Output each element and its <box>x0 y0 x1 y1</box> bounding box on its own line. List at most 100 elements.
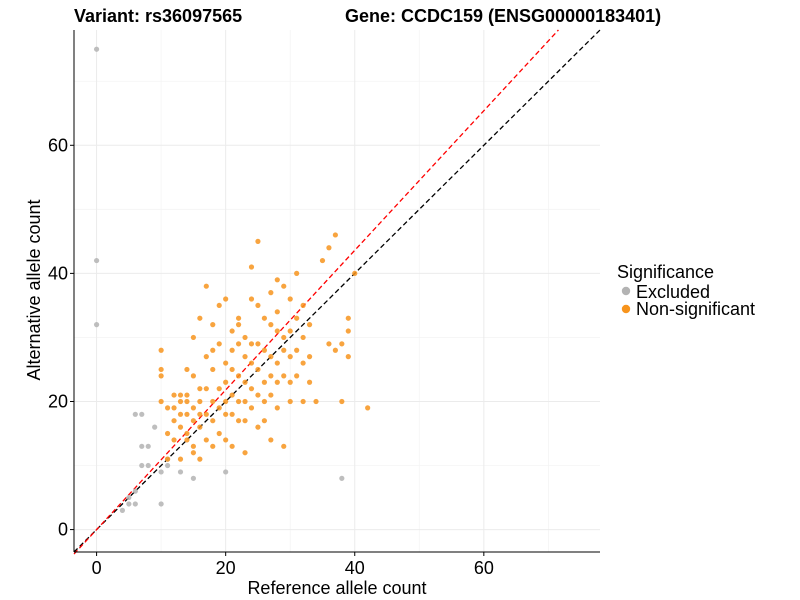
point-non-significant <box>197 411 203 417</box>
point-non-significant <box>255 341 261 347</box>
point-non-significant <box>164 456 171 462</box>
point-non-significant <box>248 341 255 347</box>
point-non-significant <box>281 283 287 289</box>
grid <box>74 30 600 552</box>
point-non-significant <box>223 379 229 385</box>
point-non-significant <box>248 405 255 411</box>
point-non-significant <box>287 354 293 360</box>
point-non-significant <box>216 302 222 309</box>
point-non-significant <box>248 360 255 366</box>
point-non-significant <box>242 398 248 405</box>
point-non-significant <box>158 373 164 379</box>
point-excluded <box>139 462 145 469</box>
point-non-significant <box>203 354 209 360</box>
legend: Significance Excluded Non-significant <box>617 262 755 319</box>
point-non-significant <box>242 418 248 424</box>
point-non-significant <box>242 379 248 385</box>
point-non-significant <box>223 296 229 302</box>
point-non-significant <box>184 366 190 373</box>
point-non-significant <box>171 392 177 398</box>
point-non-significant <box>287 328 293 334</box>
point-non-significant <box>229 392 235 398</box>
point-non-significant <box>158 347 164 353</box>
point-non-significant <box>184 392 190 398</box>
y-tick-label: 40 <box>48 263 68 283</box>
point-non-significant <box>203 411 209 417</box>
point-non-significant <box>339 398 345 405</box>
chart-title-variant: Variant: rs36097565 <box>74 6 242 26</box>
point-non-significant <box>235 322 242 328</box>
point-non-significant <box>184 430 190 437</box>
point-non-significant <box>184 411 190 417</box>
point-non-significant <box>223 360 229 366</box>
point-non-significant <box>216 341 222 347</box>
point-non-significant <box>235 373 242 379</box>
point-non-significant <box>171 405 177 411</box>
point-non-significant <box>229 411 235 417</box>
point-excluded <box>145 462 151 469</box>
point-excluded <box>152 424 158 430</box>
point-non-significant <box>248 264 255 270</box>
point-non-significant <box>326 245 332 251</box>
point-excluded <box>132 488 138 494</box>
point-excluded <box>158 469 164 475</box>
point-non-significant <box>306 354 313 360</box>
point-non-significant <box>294 373 300 379</box>
point-non-significant <box>177 424 184 430</box>
point-non-significant <box>300 334 306 341</box>
point-non-significant <box>261 315 267 321</box>
point-non-significant <box>177 398 184 405</box>
point-excluded <box>339 475 345 481</box>
reference-line-1 <box>73 29 559 555</box>
point-non-significant <box>216 386 222 392</box>
point-non-significant <box>300 360 306 366</box>
point-non-significant <box>229 328 235 334</box>
point-non-significant <box>210 443 216 449</box>
point-non-significant <box>229 347 235 353</box>
legend-label-excluded: Excluded <box>636 282 710 302</box>
point-non-significant <box>216 430 222 437</box>
point-non-significant <box>261 347 267 353</box>
point-excluded <box>164 462 171 469</box>
x-tick-label: 40 <box>345 558 365 578</box>
point-non-significant <box>274 328 280 334</box>
point-non-significant <box>203 283 209 289</box>
point-non-significant <box>261 379 267 385</box>
point-non-significant <box>190 443 196 449</box>
point-non-significant <box>197 386 203 392</box>
point-non-significant <box>274 309 280 315</box>
point-excluded <box>132 411 138 417</box>
point-non-significant <box>274 360 280 366</box>
point-non-significant <box>294 347 300 353</box>
point-non-significant <box>294 270 300 276</box>
point-non-significant <box>255 424 261 430</box>
point-non-significant <box>190 418 196 424</box>
point-non-significant <box>255 238 261 244</box>
point-non-significant <box>216 405 222 411</box>
point-non-significant <box>190 334 196 341</box>
legend-label-non-significant: Non-significant <box>636 299 755 319</box>
point-non-significant <box>177 411 184 417</box>
point-non-significant <box>365 405 371 411</box>
x-tick-label: 0 <box>92 558 102 578</box>
point-non-significant <box>210 322 216 328</box>
point-non-significant <box>242 354 248 360</box>
point-non-significant <box>171 437 177 443</box>
chart-title-gene: Gene: CCDC159 (ENSG00000183401) <box>345 6 661 26</box>
point-non-significant <box>268 437 274 443</box>
point-non-significant <box>235 315 242 321</box>
data-points <box>93 46 371 513</box>
point-non-significant <box>281 334 287 341</box>
point-non-significant <box>190 450 196 456</box>
point-non-significant <box>248 296 255 302</box>
point-non-significant <box>281 347 287 353</box>
point-non-significant <box>184 437 190 443</box>
point-non-significant <box>190 373 196 379</box>
point-non-significant <box>300 302 306 309</box>
point-non-significant <box>332 347 338 353</box>
point-non-significant <box>242 334 248 341</box>
y-axis-title: Alternative allele count <box>24 199 44 380</box>
point-non-significant <box>235 398 242 405</box>
point-non-significant <box>274 405 280 411</box>
